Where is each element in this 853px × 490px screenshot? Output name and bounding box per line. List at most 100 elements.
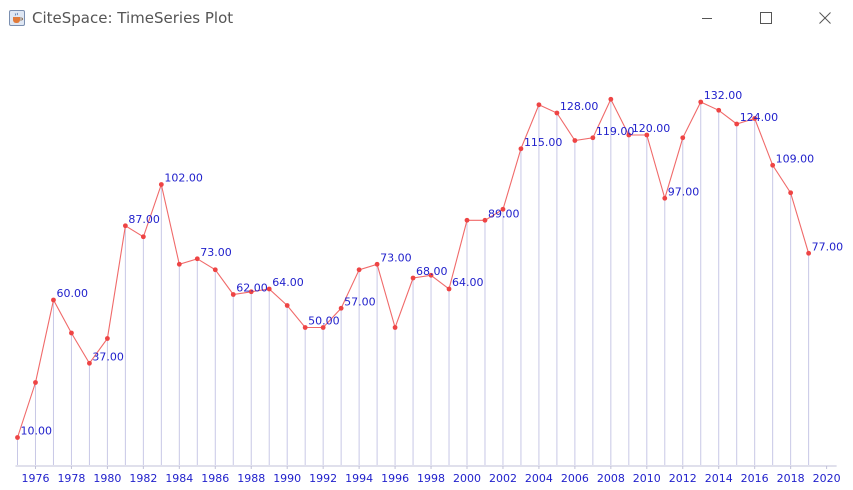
- data-label: 102.00: [164, 172, 203, 185]
- data-point: [140, 234, 146, 240]
- data-label: 10.00: [21, 425, 53, 438]
- data-point: [752, 116, 758, 121]
- x-tick-label: 1988: [237, 472, 265, 485]
- data-point: [698, 99, 704, 105]
- x-tick-label: 1976: [21, 472, 49, 485]
- data-label: 124.00: [740, 111, 779, 124]
- data-label: 132.00: [704, 89, 743, 102]
- x-tick-label: 2002: [489, 472, 517, 485]
- x-tick-label: 1984: [165, 472, 193, 485]
- minimize-icon: [702, 18, 712, 19]
- data-point: [662, 195, 668, 201]
- x-tick-label: 1978: [57, 472, 85, 485]
- data-point: [105, 336, 110, 341]
- data-label: 73.00: [380, 251, 412, 264]
- data-point: [51, 297, 56, 303]
- data-label: 62.00: [236, 282, 268, 295]
- data-label: 120.00: [632, 122, 671, 135]
- title-bar: CiteSpace: TimeSeries Plot: [0, 0, 853, 36]
- data-point: [806, 250, 812, 256]
- close-button[interactable]: [802, 0, 848, 36]
- x-tick-label: 2010: [633, 472, 661, 485]
- timeseries-chart: 10.00 60.00 37.00 87.00 102.00 73.00 62.00 64.0…: [15, 89, 844, 485]
- data-point: [554, 110, 560, 116]
- x-tick-label: 1986: [201, 472, 229, 485]
- data-label: 128.00: [560, 100, 599, 113]
- java-cup-icon: [9, 10, 25, 26]
- minimize-button[interactable]: [684, 0, 730, 36]
- data-label: 115.00: [524, 136, 563, 149]
- data-point: [410, 275, 416, 281]
- maximize-button[interactable]: [743, 0, 789, 36]
- data-point: [302, 325, 308, 330]
- data-point: [464, 217, 470, 223]
- data-label: 73.00: [200, 246, 232, 259]
- data-point: [248, 289, 254, 295]
- data-point: [15, 435, 20, 440]
- data-point: [446, 286, 452, 292]
- data-point: [482, 217, 488, 223]
- data-point: [356, 267, 362, 273]
- data-label: 97.00: [668, 185, 700, 198]
- x-tick-label: 2014: [705, 472, 733, 485]
- data-label: 109.00: [776, 152, 815, 165]
- data-point: [194, 256, 200, 262]
- data-label: 37.00: [92, 350, 124, 363]
- data-point: [428, 272, 434, 278]
- data-point: [680, 135, 686, 141]
- x-tick-label: 2004: [525, 472, 553, 485]
- data-point: [122, 223, 128, 229]
- chart-area: 10.00 60.00 37.00 87.00 102.00 73.00 62.00 64.0…: [0, 36, 853, 486]
- data-point: [87, 360, 92, 366]
- data-point: [572, 138, 578, 143]
- x-tick-label: 2012: [669, 472, 697, 485]
- data-point: [608, 96, 614, 102]
- x-tick-label: 2000: [453, 472, 481, 485]
- data-point: [590, 135, 596, 141]
- x-tick-label: 1998: [417, 472, 445, 485]
- data-point: [33, 380, 38, 385]
- x-tick-label: 2018: [777, 472, 805, 485]
- data-label: 60.00: [56, 287, 88, 300]
- data-label: 50.00: [308, 315, 340, 328]
- data-point: [158, 182, 164, 187]
- data-point: [230, 292, 236, 297]
- window-title: CiteSpace: TimeSeries Plot: [32, 9, 234, 27]
- data-point: [626, 132, 632, 138]
- x-tick-label: 2008: [597, 472, 625, 485]
- data-label: 68.00: [416, 265, 448, 278]
- data-point: [338, 305, 344, 311]
- data-point: [374, 261, 380, 267]
- data-point: [788, 190, 794, 196]
- data-label: 57.00: [344, 295, 376, 308]
- data-point: [320, 325, 326, 330]
- x-tick-label: 2020: [813, 472, 841, 485]
- data-point: [176, 261, 182, 267]
- data-point: [518, 146, 524, 152]
- x-tick-label: 1980: [93, 472, 121, 485]
- data-label: 77.00: [812, 240, 844, 253]
- data-point: [644, 132, 650, 138]
- data-label: 64.00: [272, 276, 304, 289]
- x-tick-label: 2006: [561, 472, 589, 485]
- x-tick-label: 1990: [273, 472, 301, 485]
- data-label: 64.00: [452, 276, 484, 289]
- data-point: [266, 286, 272, 292]
- data-point: [500, 206, 506, 212]
- data-point: [536, 102, 542, 108]
- data-point: [734, 121, 740, 127]
- data-point: [716, 107, 722, 113]
- x-tick-label: 1992: [309, 472, 337, 485]
- x-tick-label: 1994: [345, 472, 373, 485]
- data-point: [392, 325, 398, 330]
- x-tick-label: 1996: [381, 472, 409, 485]
- data-label: 119.00: [596, 125, 635, 138]
- data-point: [284, 303, 290, 308]
- data-label: 89.00: [488, 207, 519, 220]
- data-label: 87.00: [128, 213, 160, 226]
- x-tick-label: 1982: [129, 472, 157, 485]
- x-tick-label: 2016: [741, 472, 769, 485]
- maximize-icon: [760, 12, 772, 24]
- data-point: [69, 330, 74, 336]
